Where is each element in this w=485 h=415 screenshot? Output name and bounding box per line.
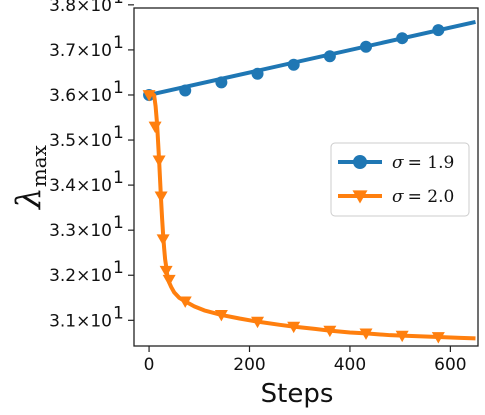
- y-tick-exponent: 1: [113, 33, 124, 53]
- y-tick-exponent: 1: [113, 0, 124, 8]
- y-tick-label: 3.3×10: [49, 221, 112, 241]
- x-tick-label: 400: [334, 355, 366, 375]
- series-point-sigma-2-0: [148, 121, 162, 134]
- y-axis-label-subscript: max: [27, 144, 51, 187]
- series-point-sigma-2-0: [159, 265, 173, 278]
- series-point-sigma-2-0: [287, 321, 301, 334]
- y-tick-label: 3.6×10: [49, 86, 112, 106]
- series-point-sigma-2-0: [162, 274, 176, 287]
- y-tick-exponent: 1: [113, 123, 124, 143]
- legend-label-value: = 1.9: [408, 153, 455, 173]
- series-point-sigma-2-0: [395, 330, 409, 343]
- legend-label-value: = 2.0: [408, 187, 455, 207]
- series-point-sigma-1-9: [287, 58, 300, 71]
- legend-label: σ = 2.0: [392, 187, 454, 207]
- plot-frame: [133, 7, 479, 347]
- series-point-sigma-1-9: [179, 84, 192, 97]
- legend-label-symbol: σ: [392, 153, 404, 173]
- x-axis: 0 200 400 600: [144, 346, 467, 375]
- series-point-sigma-1-9: [251, 67, 264, 80]
- legend-label-symbol: σ: [392, 187, 404, 207]
- y-tick-exponent: 1: [113, 213, 124, 233]
- legend-label: σ = 1.9: [392, 153, 454, 173]
- y-tick-label: 3.8×10: [49, 0, 112, 16]
- series-point-sigma-2-0: [359, 328, 373, 340]
- series-point-sigma-1-9: [215, 76, 228, 89]
- x-tick-label: 200: [233, 355, 265, 375]
- y-axis-label-symbol: λ: [9, 187, 49, 211]
- x-axis-label: Steps: [261, 379, 334, 409]
- series-point-sigma-2-0: [251, 316, 265, 329]
- series-point-sigma-2-0: [142, 90, 156, 102]
- series-layer: [142, 20, 476, 344]
- series-point-sigma-2-0: [152, 155, 166, 167]
- series-point-sigma-2-0: [154, 191, 168, 203]
- y-tick-label: 3.2×10: [49, 266, 112, 286]
- y-tick-label: 3.5×10: [49, 131, 112, 151]
- y-tick-label: 3.4×10: [49, 176, 112, 196]
- x-tick-label: 600: [434, 355, 466, 375]
- series-point-sigma-1-9: [323, 50, 336, 63]
- y-tick-exponent: 1: [113, 303, 124, 323]
- series-point-sigma-1-9: [360, 40, 373, 53]
- series-point-sigma-2-0: [431, 332, 445, 344]
- legend-marker-triangle: [352, 190, 368, 204]
- y-tick-exponent: 1: [113, 78, 124, 98]
- x-tick-label: 0: [144, 355, 155, 375]
- y-tick-label: 3.7×10: [49, 41, 112, 61]
- y-tick-exponent: 1: [113, 168, 124, 188]
- series-point-sigma-2-0: [214, 310, 228, 322]
- series-line-sigma-1-9: [148, 20, 476, 97]
- y-axis: 3.1×10 13.2×10 13.3×10 13.4×10 13.5×10 13.6×1…: [49, 0, 134, 331]
- legend-marker-circle: [353, 155, 367, 169]
- y-tick-label: 3.1×10: [49, 311, 112, 331]
- y-tick-exponent: 1: [113, 258, 124, 278]
- series-point-sigma-1-9: [432, 24, 445, 37]
- series-point-sigma-1-9: [396, 32, 409, 45]
- series-point-sigma-2-0: [156, 234, 170, 246]
- y-axis-label: λmax: [9, 144, 51, 210]
- series-point-sigma-2-0: [178, 296, 192, 308]
- legend: σ = 1.9σ = 2.0: [330, 142, 470, 217]
- series-point-sigma-2-0: [323, 325, 337, 338]
